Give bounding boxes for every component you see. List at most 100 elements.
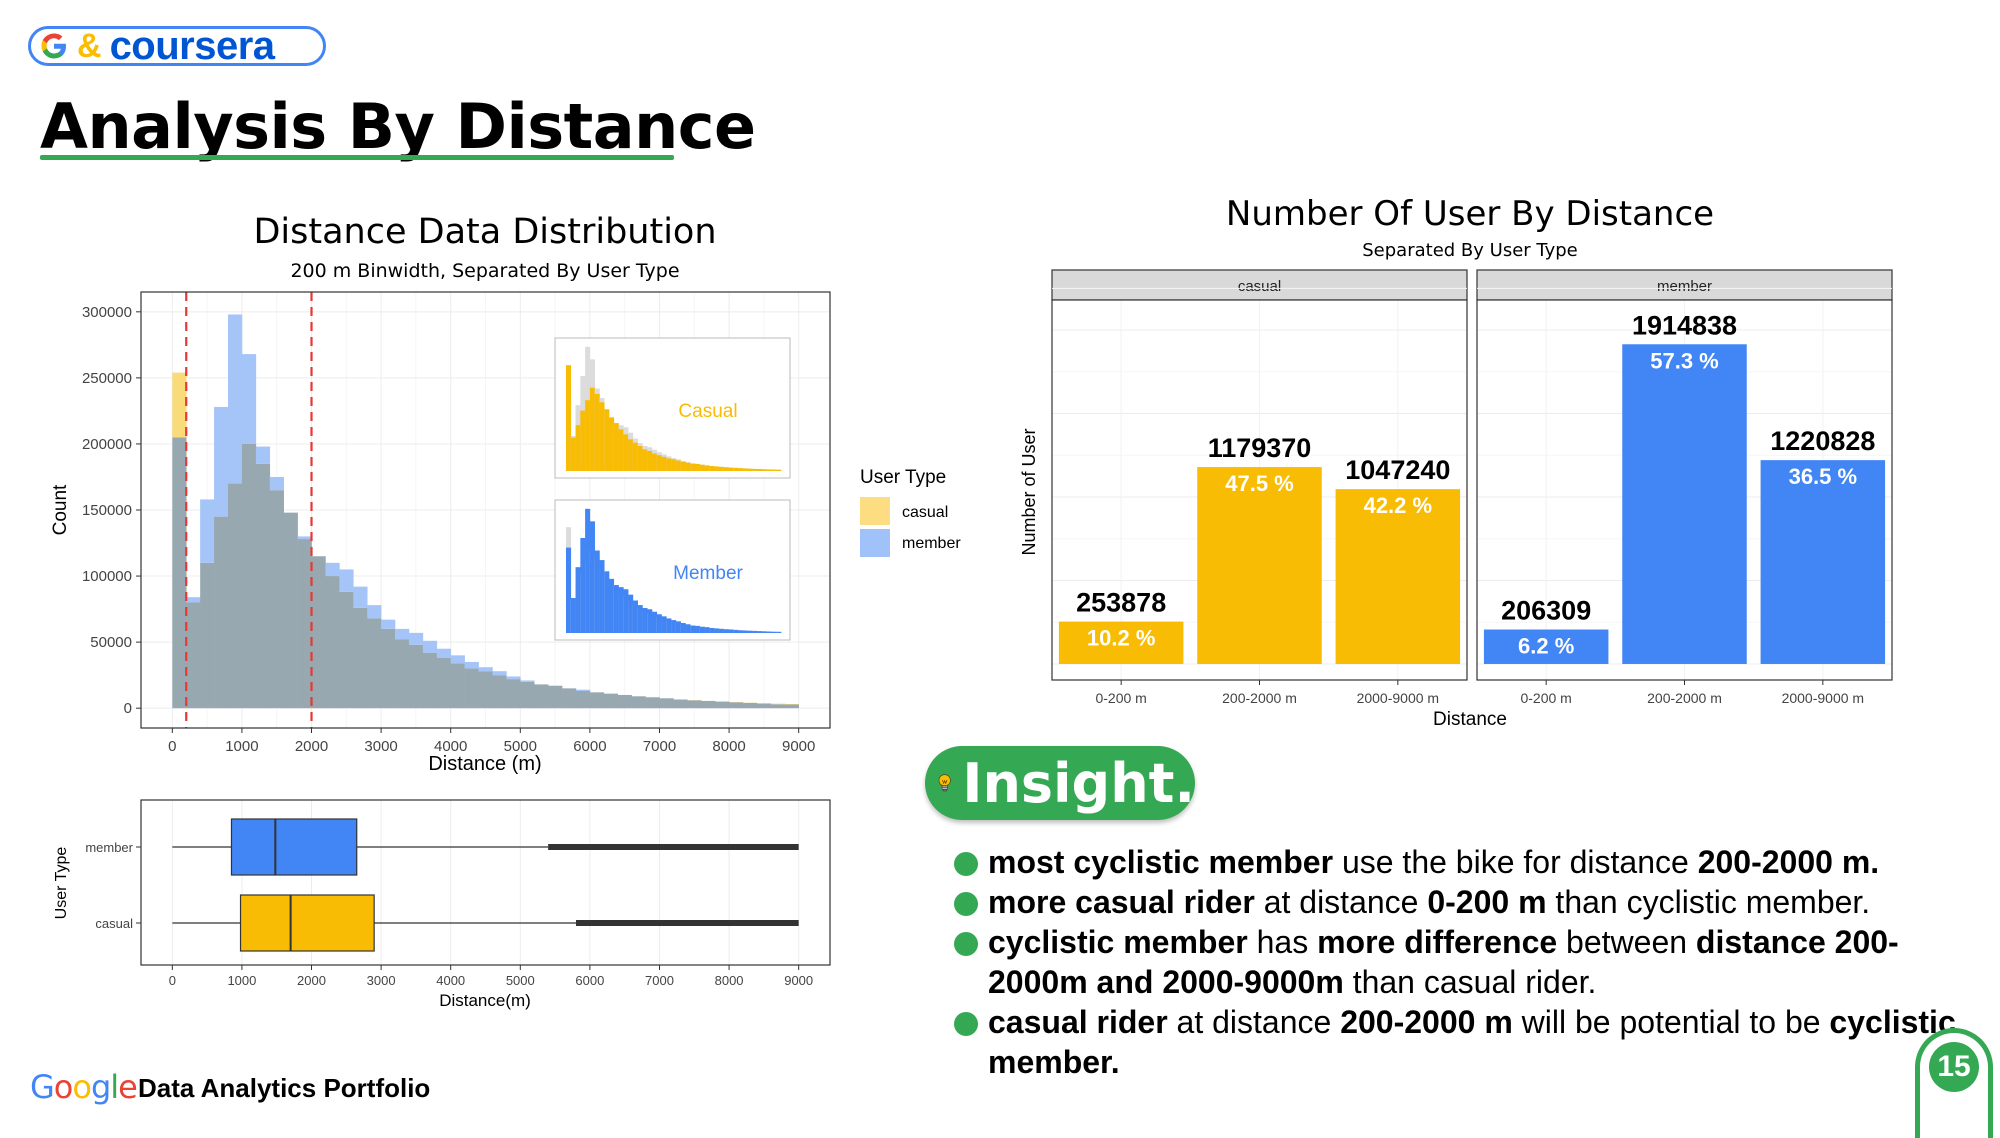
logo-coursera-wordmark: coursera — [110, 26, 275, 66]
legend-member-label: member — [902, 535, 961, 552]
x-tick-label: 9000 — [784, 973, 813, 988]
x-tick-label: 3000 — [367, 973, 396, 988]
inset-bar — [609, 579, 614, 633]
inset-bar — [619, 429, 624, 471]
inset-bar — [690, 626, 695, 634]
bar-member — [1761, 460, 1886, 664]
inset-bar — [728, 629, 733, 633]
x-tick-label: 0-200 m — [1095, 690, 1146, 706]
x-tick-label: 8000 — [712, 738, 745, 755]
inset-bar — [614, 585, 619, 633]
inset-bar — [619, 587, 624, 633]
hist-bar-overlap — [673, 700, 687, 709]
hist-bar-overlap — [298, 539, 312, 708]
hist-bar-overlap — [618, 695, 632, 708]
hist-bar-overlap — [367, 618, 381, 708]
x-tick-label: 0 — [169, 973, 176, 988]
hist-bar-overlap — [409, 645, 423, 708]
footer-text: Data Analytics Portfolio — [138, 1073, 430, 1104]
inset-bar — [762, 631, 767, 633]
hist-bar-member — [506, 676, 520, 679]
inset-bar — [757, 469, 762, 471]
page-number-frame: 15 — [1915, 1028, 1993, 1138]
inset-bar — [748, 631, 753, 633]
hist-bar-member — [423, 641, 437, 653]
logo-ampersand: & — [77, 29, 102, 63]
hist-bar-member — [298, 536, 312, 539]
inset-bar — [595, 394, 600, 471]
inset-bar — [724, 467, 729, 471]
inset-bar — [752, 631, 757, 633]
users-chart-title: Number Of User By Distance — [1050, 194, 1890, 234]
inset-bar — [666, 459, 671, 472]
boxplot-x-label: Distance(m) — [439, 991, 531, 1010]
hist-bar-member — [646, 697, 660, 698]
inset-bar — [700, 465, 705, 471]
hist-bar-overlap — [214, 517, 228, 709]
hist-bar-member — [228, 314, 242, 483]
inset-bar — [652, 454, 657, 472]
legend-member-swatch — [860, 529, 890, 557]
hist-bar-member — [256, 447, 270, 464]
inset-bar — [748, 469, 753, 471]
hist-bar-overlap — [423, 653, 437, 708]
bar-percent-label: 57.3 % — [1650, 348, 1719, 373]
hist-bar-overlap — [715, 702, 729, 709]
inset-bar — [652, 612, 657, 633]
panel-strip-label: member — [1657, 278, 1712, 295]
inset-bar — [724, 629, 729, 633]
x-tick-label: 7000 — [643, 738, 676, 755]
y-tick-label: 0 — [124, 700, 132, 717]
y-tick-label: 250000 — [82, 370, 132, 387]
inset-bar — [647, 451, 652, 471]
inset-bar — [681, 462, 686, 471]
bar-value-label: 253878 — [1076, 588, 1166, 618]
inset-bar — [638, 605, 643, 633]
inset-bar — [604, 409, 609, 471]
inset-bar — [695, 626, 700, 633]
inset-bar — [666, 618, 671, 633]
inset-bar — [628, 439, 633, 471]
histogram-x-label: Distance (m) — [428, 753, 541, 775]
histogram-title: Distance Data Distribution — [140, 212, 830, 252]
inset-bar — [738, 630, 743, 633]
inset-bar — [700, 627, 705, 633]
x-tick-label: 1000 — [227, 973, 256, 988]
hist-bar-member — [186, 597, 200, 602]
inset-bar — [767, 469, 772, 471]
hist-bar-overlap — [743, 703, 757, 708]
inset-bar — [771, 470, 776, 471]
box-member — [231, 819, 356, 875]
box-casual — [241, 895, 375, 951]
inset-bar — [771, 632, 776, 633]
inset-bar — [690, 464, 695, 472]
hist-bar-overlap — [381, 629, 395, 708]
bar-value-label: 1914838 — [1632, 310, 1737, 340]
insight-item: more casual rider at distance 0-200 m th… — [950, 882, 1960, 922]
hist-bar-overlap — [548, 686, 562, 708]
inset-bar — [705, 627, 710, 633]
hist-bar-overlap — [395, 639, 409, 708]
hist-bar-member — [465, 662, 479, 669]
hist-bar-overlap — [228, 484, 242, 709]
hist-bar-member — [353, 587, 367, 608]
inset-bar — [590, 521, 595, 633]
x-tick-label: 5000 — [506, 973, 535, 988]
inset-bar — [709, 466, 714, 471]
hist-bar-overlap — [590, 692, 604, 708]
bar-percent-label: 36.5 % — [1789, 464, 1858, 489]
hist-bar-member — [200, 499, 214, 562]
x-tick-label: 2000-9000 m — [1357, 690, 1440, 706]
page-number: 15 — [1929, 1042, 1979, 1092]
inset-bar — [647, 609, 652, 633]
y-tick-label: 300000 — [82, 304, 132, 321]
bar-value-label: 1179370 — [1208, 433, 1312, 463]
inset-bar — [662, 616, 667, 633]
hist-bar-member — [479, 667, 493, 671]
inset-bar — [590, 388, 595, 471]
users-chart-subtitle: Separated By User Type — [1050, 240, 1890, 261]
panel-strip-label: casual — [1238, 278, 1281, 295]
